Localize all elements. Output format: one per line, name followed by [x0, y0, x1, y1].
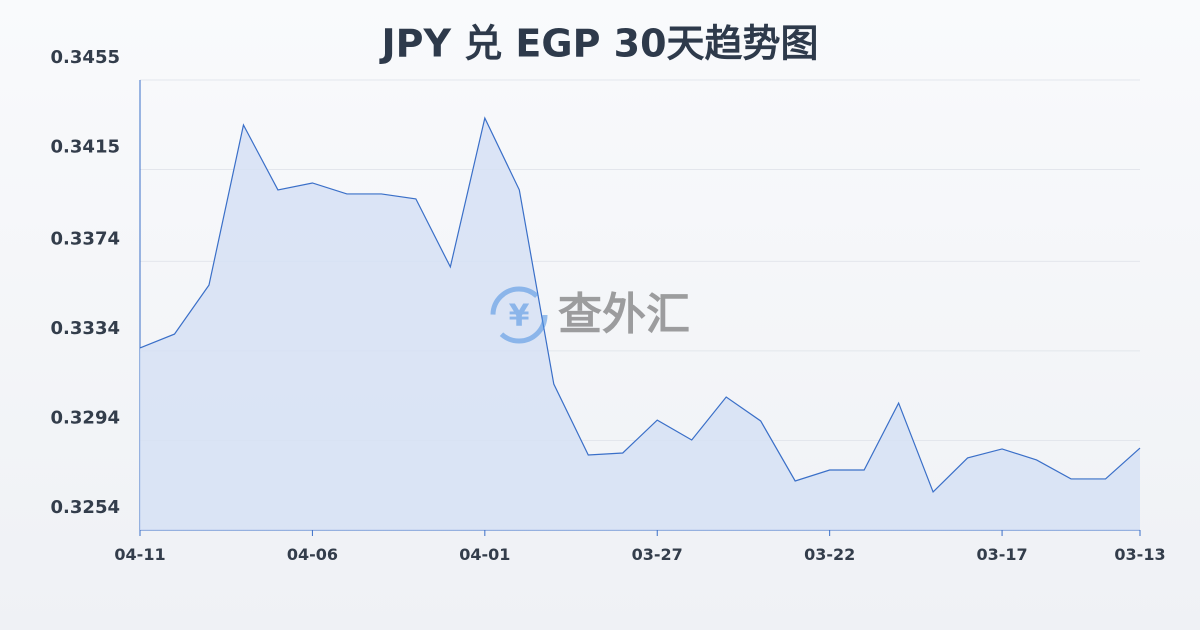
plot-area: 0.3254 0.3294 0.3334 0.3374 0.3415 0.3455 04-1…	[51, 47, 1166, 564]
x-tick-label: 03-17	[976, 545, 1027, 564]
watermark-text: 查外汇	[558, 289, 690, 340]
x-tick-label: 04-01	[459, 545, 510, 564]
x-tick-label: 03-22	[804, 545, 855, 564]
watermark: ¥ 查外汇	[490, 286, 690, 344]
x-tick-label: 03-13	[1114, 545, 1165, 564]
y-tick-label: 0.3254	[51, 497, 120, 518]
y-tick-label: 0.3334	[51, 318, 120, 339]
watermark-icon: ¥	[509, 299, 530, 334]
x-tick-label: 03-27	[632, 545, 683, 564]
chart-title: JPY 兑 EGP 30天趋势图	[378, 22, 818, 66]
y-tick-label: 0.3374	[51, 228, 120, 249]
y-tick-label: 0.3455	[51, 47, 120, 68]
area-fill	[140, 118, 1140, 531]
x-tick-label: 04-11	[114, 545, 165, 564]
y-tick-label: 0.3294	[51, 407, 120, 428]
x-tick-label: 04-06	[287, 545, 338, 564]
line	[139, 116, 1141, 494]
watermark-ring	[490, 286, 548, 344]
y-tick-label: 0.3415	[51, 137, 120, 158]
